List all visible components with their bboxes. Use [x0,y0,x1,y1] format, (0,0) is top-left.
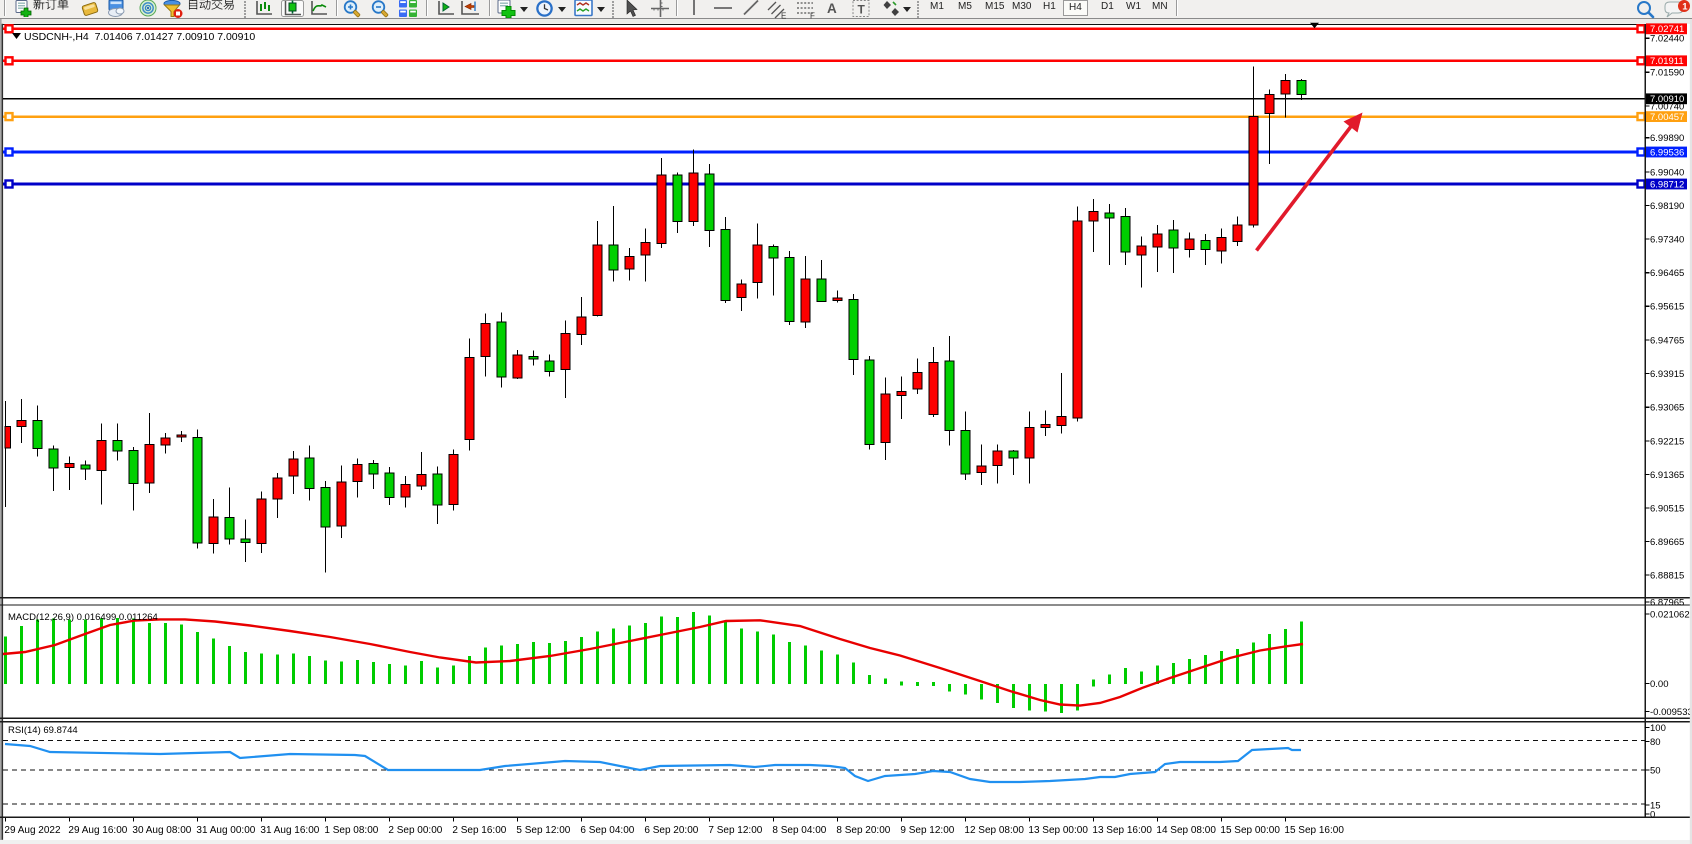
svg-text:6.93065: 6.93065 [1650,403,1684,414]
svg-text:6 Sep 20:00: 6 Sep 20:00 [644,825,698,836]
svg-text:6.91365: 6.91365 [1650,470,1684,481]
svg-text:80: 80 [1650,737,1661,748]
svg-text:6.87965: 6.87965 [1650,597,1684,608]
svg-text:14 Sep 08:00: 14 Sep 08:00 [1156,825,1216,836]
svg-text:31 Aug 00:00: 31 Aug 00:00 [196,825,255,836]
svg-text:15 Sep 00:00: 15 Sep 00:00 [1220,825,1280,836]
svg-text:100: 100 [1650,723,1666,734]
svg-text:0: 0 [1650,809,1655,820]
svg-text:50: 50 [1650,765,1661,776]
svg-text:15: 15 [1650,800,1661,811]
svg-text:7.00740: 7.00740 [1650,101,1684,112]
svg-text:6.89665: 6.89665 [1650,537,1684,548]
svg-text:6.99040: 6.99040 [1650,167,1684,178]
svg-text:15 Sep 16:00: 15 Sep 16:00 [1284,825,1344,836]
svg-text:0.021062: 0.021062 [1650,609,1690,620]
svg-text:T: T [858,3,866,17]
svg-text:8 Sep 20:00: 8 Sep 20:00 [836,825,890,836]
svg-text:13 Sep 16:00: 13 Sep 16:00 [1092,825,1152,836]
svg-text:7.01911: 7.01911 [1650,56,1684,67]
svg-text:6.97340: 6.97340 [1650,234,1684,245]
svg-text:6.94765: 6.94765 [1650,335,1684,346]
svg-text:0.00: 0.00 [1650,679,1669,690]
svg-text:6.90515: 6.90515 [1650,503,1684,514]
svg-text:7.00910: 7.00910 [1650,94,1684,105]
svg-text:1: 1 [1682,2,1688,13]
svg-text:RSI(14) 69.8744: RSI(14) 69.8744 [8,725,78,736]
svg-text:6.95615: 6.95615 [1650,302,1684,313]
svg-text:30 Aug 08:00: 30 Aug 08:00 [132,825,191,836]
svg-text:6.93915: 6.93915 [1650,369,1684,380]
svg-text:7.01590: 7.01590 [1650,68,1684,79]
svg-text:6.98712: 6.98712 [1650,179,1684,190]
svg-text:2 Sep 00:00: 2 Sep 00:00 [388,825,442,836]
svg-text:7.02440: 7.02440 [1650,34,1684,45]
svg-text:F: F [810,12,815,20]
svg-text:-0.009533: -0.009533 [1650,707,1692,718]
svg-text:9 Sep 12:00: 9 Sep 12:00 [900,825,954,836]
svg-text:6.99536: 6.99536 [1650,147,1684,158]
svg-text:6.99890: 6.99890 [1650,133,1684,144]
svg-text:7.02741: 7.02741 [1650,24,1684,35]
svg-text:29 Aug 16:00: 29 Aug 16:00 [68,825,127,836]
svg-text:USDCNH-,H4 7.01406 7.01427 7.: USDCNH-,H4 7.01406 7.01427 7.00910 7.009… [24,31,255,43]
svg-text:12 Sep 08:00: 12 Sep 08:00 [964,825,1024,836]
svg-text:6.98190: 6.98190 [1650,201,1684,212]
svg-text:8 Sep 04:00: 8 Sep 04:00 [772,825,826,836]
svg-text:MACD(12,26,9) 0.016499 0.01126: MACD(12,26,9) 0.016499 0.011264 [8,612,158,623]
svg-text:13 Sep 00:00: 13 Sep 00:00 [1028,825,1088,836]
svg-text:29 Aug 2022: 29 Aug 2022 [4,825,61,836]
svg-text:6 Sep 04:00: 6 Sep 04:00 [580,825,634,836]
svg-text:2 Sep 16:00: 2 Sep 16:00 [452,825,506,836]
svg-text:7.00457: 7.00457 [1650,112,1684,123]
svg-text:E: E [781,12,786,20]
svg-text:5 Sep 12:00: 5 Sep 12:00 [516,825,570,836]
svg-text:7 Sep 12:00: 7 Sep 12:00 [708,825,762,836]
svg-text:6.88815: 6.88815 [1650,570,1684,581]
svg-text:31 Aug 16:00: 31 Aug 16:00 [260,825,319,836]
svg-text:1 Sep 08:00: 1 Sep 08:00 [324,825,378,836]
svg-text:6.96465: 6.96465 [1650,268,1684,279]
svg-text:6.92215: 6.92215 [1650,436,1684,447]
